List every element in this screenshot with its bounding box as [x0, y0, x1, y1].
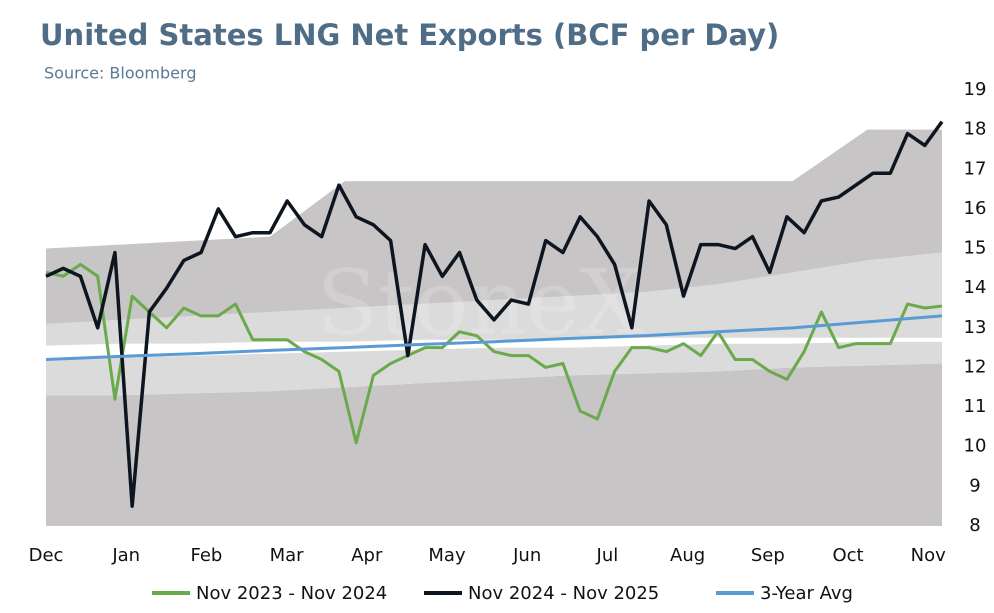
- y-tick-label: 12: [964, 356, 987, 377]
- x-tick-label: Nov: [911, 545, 946, 566]
- range-band: [46, 252, 942, 346]
- legend-label: 3-Year Avg: [760, 583, 853, 604]
- x-tick-label: Jul: [596, 545, 619, 566]
- y-tick-label: 9: [969, 475, 980, 496]
- y-tick-label: 18: [964, 119, 987, 140]
- x-tick-label: Mar: [270, 545, 305, 566]
- y-tick-label: 17: [964, 158, 987, 179]
- x-tick-label: Aug: [670, 545, 705, 566]
- legend-label: Nov 2023 - Nov 2024: [196, 583, 387, 604]
- range-band: [46, 129, 942, 324]
- legend-label: Nov 2024 - Nov 2025: [468, 583, 659, 604]
- series-line: [45, 120, 944, 508]
- y-tick-label: 19: [964, 79, 987, 100]
- y-tick-label: 14: [964, 277, 987, 298]
- y-tick-label: 11: [964, 396, 987, 417]
- range-band: [46, 337, 942, 360]
- x-tick-label: Sep: [751, 545, 785, 566]
- series-line: [45, 262, 943, 445]
- x-tick-label: Jun: [512, 545, 541, 566]
- y-tick-label: 16: [964, 198, 987, 219]
- x-tick-label: Dec: [29, 545, 64, 566]
- x-tick-label: Apr: [351, 545, 383, 566]
- x-tick-label: Jan: [111, 545, 140, 566]
- x-tick-label: Oct: [832, 545, 863, 566]
- chart-subtitle: Source: Bloomberg: [44, 64, 196, 83]
- y-tick-label: 15: [964, 238, 987, 259]
- series-line: [45, 314, 943, 362]
- x-tick-label: May: [428, 545, 466, 566]
- x-tick-label: Feb: [190, 545, 222, 566]
- chart-title: United States LNG Net Exports (BCF per D…: [40, 18, 779, 52]
- range-band: [46, 363, 942, 526]
- y-tick-label: 10: [964, 436, 987, 457]
- range-band: [46, 341, 942, 396]
- y-tick-label: 8: [969, 515, 980, 536]
- y-tick-label: 13: [964, 317, 987, 338]
